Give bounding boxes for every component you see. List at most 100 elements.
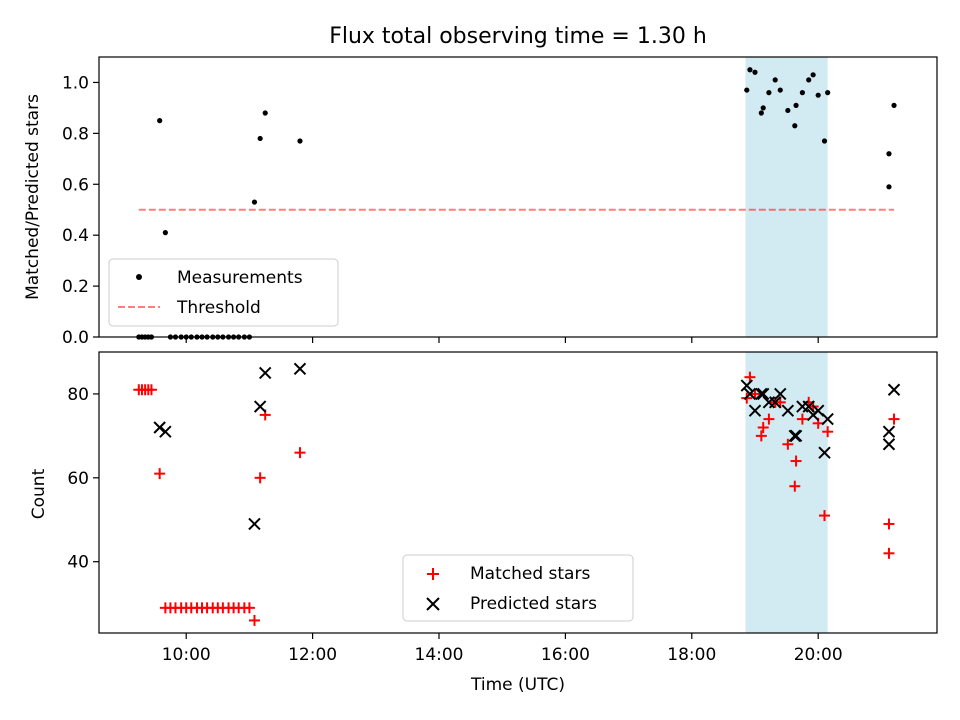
predicted-star-point-b xyxy=(253,400,267,413)
predicted-star-point xyxy=(293,362,307,375)
bottom-x-tick-label: 10:00 xyxy=(162,645,211,665)
predicted-star-point xyxy=(248,517,261,531)
matched-star-point xyxy=(822,426,834,438)
legend-marker-predicted-stars xyxy=(426,597,440,611)
predicted-star-point-b xyxy=(756,387,770,401)
legend-label-predicted-stars: Predicted stars xyxy=(470,594,597,614)
top-y-tick-label: 0.6 xyxy=(62,175,89,195)
bottom-panel: 40 60 80 10:00 12:00 14:00 16:00 18:00 20:00 Co… xyxy=(29,351,938,695)
measurement-point xyxy=(766,90,772,96)
measurement-point xyxy=(162,230,168,236)
predicted-star-point-b xyxy=(887,383,901,396)
predicted-star-point xyxy=(774,387,787,401)
measurement-point xyxy=(815,92,821,98)
matched-star-point xyxy=(789,480,801,492)
predicted-star-point-b xyxy=(774,387,787,401)
legend-label-measurements: Measurements xyxy=(177,268,303,288)
measurement-point xyxy=(744,87,750,93)
chart-title: Flux total observing time = 1.30 h xyxy=(329,24,707,49)
predicted-star-point xyxy=(159,425,172,438)
measurement-point xyxy=(825,90,831,96)
predicted-star-point-b xyxy=(821,412,834,426)
matched-star-point xyxy=(145,384,157,396)
legend-marker-matched-stars xyxy=(427,568,439,580)
top-y-axis-label: Matched/Predicted stars xyxy=(23,94,43,300)
predicted-star-point-b xyxy=(818,446,831,459)
matched-star-point xyxy=(294,447,306,459)
top-y-tick-label: 0.0 xyxy=(62,328,89,348)
top-y-tick-label: 0.2 xyxy=(62,277,89,297)
matched-star-point xyxy=(796,413,808,425)
bottom-y-tick-label: 40 xyxy=(67,553,89,573)
x-axis-label: Time (UTC) xyxy=(470,675,565,695)
top-y-tick-label: 0.8 xyxy=(62,124,89,144)
measurement-point xyxy=(747,67,753,73)
bottom-x-ticks: 10:00 12:00 14:00 16:00 18:00 20:00 xyxy=(162,633,843,665)
predicted-star-point-b xyxy=(159,425,172,438)
top-legend: Measurements Threshold xyxy=(108,258,339,327)
measurement-point xyxy=(886,184,892,190)
top-axes-frame xyxy=(98,56,938,338)
predicted-star-point xyxy=(882,425,896,438)
matched-star-point xyxy=(790,455,802,467)
measurement-point xyxy=(257,135,263,142)
predicted-star-point xyxy=(743,387,757,401)
bottom-x-tick-label: 12:00 xyxy=(288,645,337,665)
matched-star-point xyxy=(819,510,831,522)
predicted-star-point-b xyxy=(789,429,803,443)
measurement-point xyxy=(821,138,828,144)
bottom-x-tick-label: 16:00 xyxy=(541,645,590,665)
matched-star-point xyxy=(248,614,260,626)
measurement-point xyxy=(777,87,783,93)
matched-star-point xyxy=(254,472,266,484)
predicted-star-point-b xyxy=(743,387,757,401)
bottom-x-tick-label: 20:00 xyxy=(794,645,843,665)
bottom-y-tick-label: 60 xyxy=(67,469,89,489)
measurement-point xyxy=(772,77,778,83)
measurement-point xyxy=(793,102,799,108)
predicted-star-point xyxy=(756,387,770,401)
measurement-point xyxy=(752,69,758,75)
top-y-tick-label: 1.0 xyxy=(62,73,89,93)
predicted-star-point xyxy=(253,400,267,413)
observing-window-span-top xyxy=(745,57,828,337)
predicted-star-point xyxy=(818,446,831,459)
matched-star-point xyxy=(763,413,775,425)
measurement-point xyxy=(251,199,258,205)
measurement-point xyxy=(758,110,764,116)
matched-star-point xyxy=(888,413,900,425)
matched-star-point xyxy=(154,468,166,480)
predicted-star-point xyxy=(748,404,762,417)
predicted-star-point xyxy=(740,379,753,392)
predicted-star-point xyxy=(802,400,815,413)
measurement-point xyxy=(760,105,766,111)
matched-star-point xyxy=(883,547,895,559)
top-legend-box xyxy=(108,258,339,327)
measurement-point xyxy=(792,123,798,129)
predicted-star-point xyxy=(259,366,272,380)
bottom-x-tick-label: 18:00 xyxy=(667,645,716,665)
bottom-x-tick-label: 14:00 xyxy=(415,645,464,665)
predicted-star-point-b xyxy=(802,400,815,413)
predicted-star-point-b xyxy=(755,387,768,401)
predicted-star-point-b xyxy=(740,379,753,392)
measurement-point xyxy=(157,118,163,124)
predicted-star-point-b xyxy=(781,404,795,417)
predicted-star-point-b xyxy=(248,517,261,531)
predicted-star-point xyxy=(882,438,896,451)
predicted-star-point xyxy=(153,421,166,434)
predicted-star-point-b xyxy=(293,362,307,375)
predicted-stars-points xyxy=(153,362,901,531)
legend-marker-measurements xyxy=(136,274,142,280)
predicted-star-point xyxy=(821,412,834,426)
measurement-point xyxy=(806,77,812,83)
matched-star-point xyxy=(243,602,255,614)
measurement-point xyxy=(297,138,303,144)
predicted-star-point xyxy=(781,404,795,417)
measurement-point xyxy=(810,72,816,78)
top-y-ticks: 0.0 0.2 0.4 0.6 0.8 1.0 xyxy=(62,73,99,348)
bottom-legend-box xyxy=(402,554,634,622)
legend-label-threshold: Threshold xyxy=(176,298,261,318)
top-x-ticks xyxy=(185,337,819,343)
